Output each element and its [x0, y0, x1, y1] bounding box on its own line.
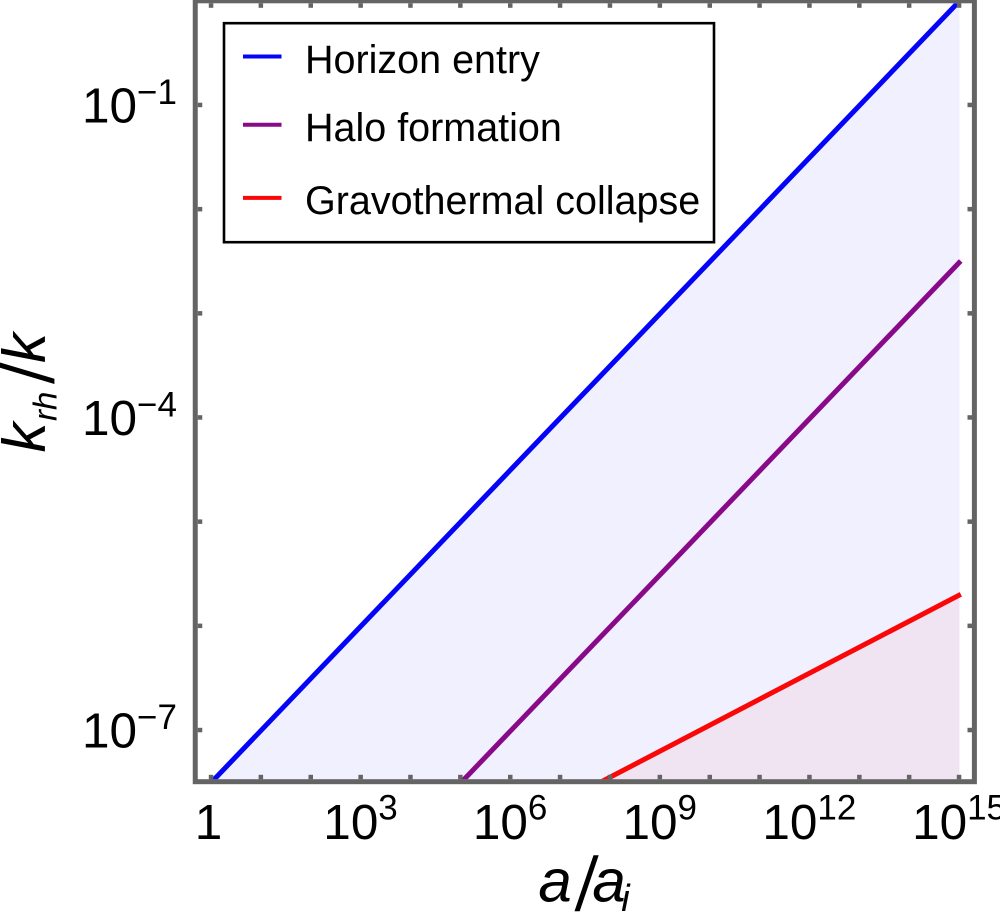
- svg-text:a: a: [538, 848, 571, 912]
- svg-text:−4: −4: [137, 386, 177, 425]
- svg-text:10: 10: [323, 795, 378, 850]
- svg-text:3: 3: [378, 789, 397, 828]
- svg-text:10: 10: [762, 795, 817, 850]
- svg-text:1: 1: [195, 795, 223, 850]
- svg-text:a: a: [592, 848, 625, 912]
- svg-text:15: 15: [967, 789, 1000, 828]
- svg-text:10: 10: [82, 704, 137, 759]
- svg-text:6: 6: [528, 789, 547, 828]
- svg-text:10: 10: [912, 795, 967, 850]
- svg-text:Gravothermal collapse: Gravothermal collapse: [305, 179, 700, 223]
- svg-text:10: 10: [623, 795, 678, 850]
- svg-text:Halo formation: Halo formation: [305, 106, 562, 150]
- svg-text:k: k: [0, 330, 58, 363]
- svg-text:−7: −7: [137, 698, 177, 737]
- svg-text:12: 12: [817, 789, 856, 828]
- svg-text:rh: rh: [27, 392, 64, 421]
- svg-text:−1: −1: [137, 73, 177, 112]
- svg-text:10: 10: [82, 391, 137, 446]
- svg-text:9: 9: [678, 789, 697, 828]
- svg-text:10: 10: [473, 795, 528, 850]
- svg-text:k: k: [0, 420, 58, 453]
- svg-text:10: 10: [82, 79, 137, 134]
- svg-text:i: i: [621, 878, 631, 912]
- svg-text:Horizon entry: Horizon entry: [305, 38, 540, 82]
